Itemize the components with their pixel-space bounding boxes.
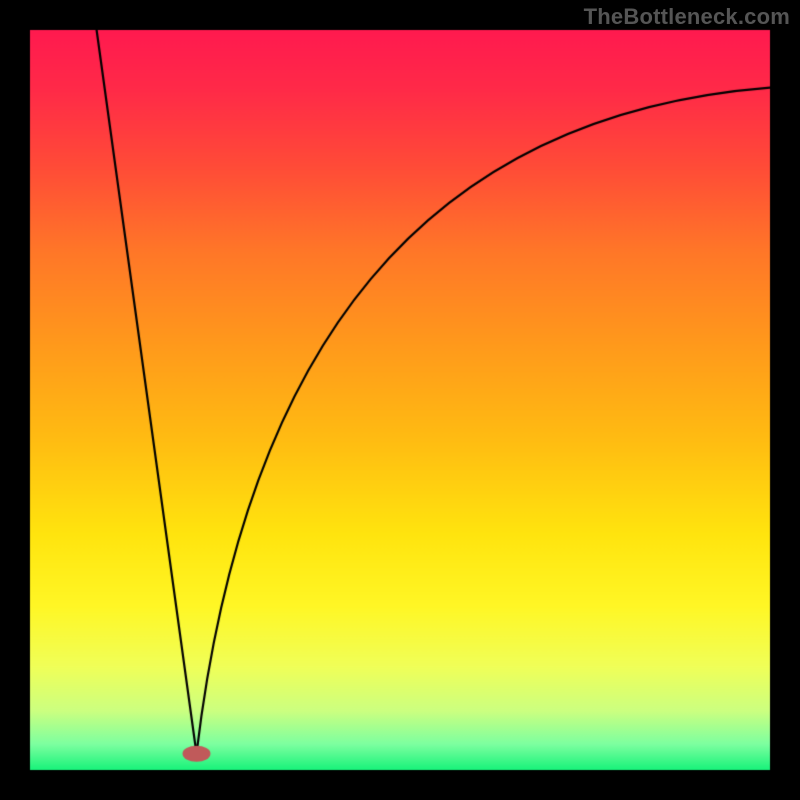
chart-stage: TheBottleneck.com [0,0,800,800]
gradient-curve-canvas [0,0,800,800]
watermark-text: TheBottleneck.com [584,4,790,30]
